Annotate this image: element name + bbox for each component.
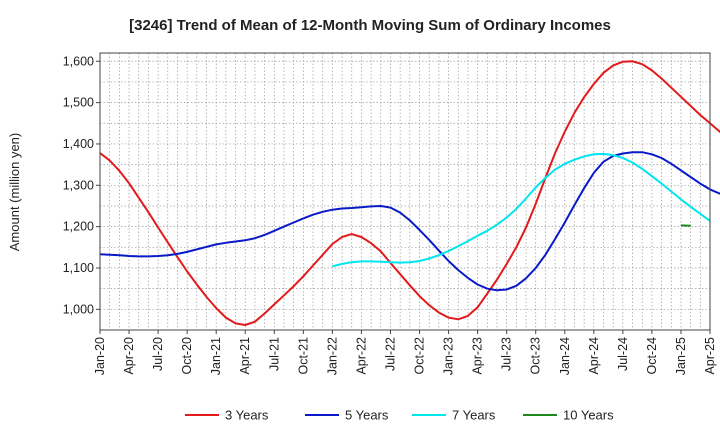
series-lines: [99, 60, 720, 326]
legend-label-5-years: 5 Years: [345, 408, 389, 423]
y-tick-label: 1,000: [63, 302, 94, 316]
y-tick-label: 1,300: [63, 178, 94, 192]
x-tick-label: Jan-25: [674, 337, 688, 375]
x-tick-label: Jan-23: [442, 337, 456, 375]
series-line-7-years: [332, 152, 711, 268]
gridlines: [99, 53, 711, 330]
y-tick-label: 1,100: [63, 261, 94, 275]
x-tick-label: Oct-21: [296, 337, 310, 375]
series-line-5-years: [99, 151, 720, 292]
y-tick-label: 1,200: [63, 220, 94, 234]
series-line-3-years: [99, 60, 720, 326]
y-tick-label: 1,600: [63, 54, 94, 68]
x-tick-labels: Jan-20 Apr-20 Jul-20 Oct-20 Jan-21 Apr-21 Jul-…: [93, 330, 717, 375]
x-tick-label: Apr-20: [122, 337, 136, 375]
x-tick-label: Apr-24: [587, 337, 601, 375]
legend-label-7-years: 7 Years: [452, 408, 496, 423]
x-tick-label: Jul-22: [383, 337, 397, 371]
x-tick-label: Jul-21: [267, 337, 281, 371]
x-tick-label: Apr-25: [703, 337, 717, 375]
legend-label-3-years: 3 Years: [225, 408, 269, 423]
x-tick-label: Apr-21: [238, 337, 252, 375]
x-tick-label: Jan-24: [558, 337, 572, 375]
y-tick-label: 1,500: [63, 96, 94, 110]
x-tick-label: Jan-22: [325, 337, 339, 375]
x-tick-label: Apr-23: [471, 337, 485, 375]
x-tick-label: Jan-21: [209, 337, 223, 375]
x-tick-label: Oct-22: [413, 337, 427, 375]
x-tick-label: Jul-24: [616, 337, 630, 371]
y-axis-label: Amount (million yen): [7, 133, 22, 252]
legend: 3 Years 5 Years 7 Years 10 Years: [185, 408, 614, 423]
chart-title: [3246] Trend of Mean of 12-Month Moving …: [129, 17, 611, 34]
x-tick-label: Jul-20: [151, 337, 165, 371]
x-tick-label: Jan-20: [93, 337, 107, 375]
legend-label-10-years: 10 Years: [563, 408, 614, 423]
plot-frame: [99, 52, 711, 331]
y-tick-labels: 1,000 1,100 1,200 1,300 1,400 1,500 1,600: [63, 54, 100, 316]
x-tick-label: Jul-23: [500, 337, 514, 371]
x-tick-label: Oct-20: [180, 337, 194, 375]
x-tick-label: Apr-22: [354, 337, 368, 375]
x-tick-label: Oct-24: [645, 337, 659, 375]
x-tick-label: Oct-23: [529, 337, 543, 375]
y-tick-label: 1,400: [63, 137, 94, 151]
